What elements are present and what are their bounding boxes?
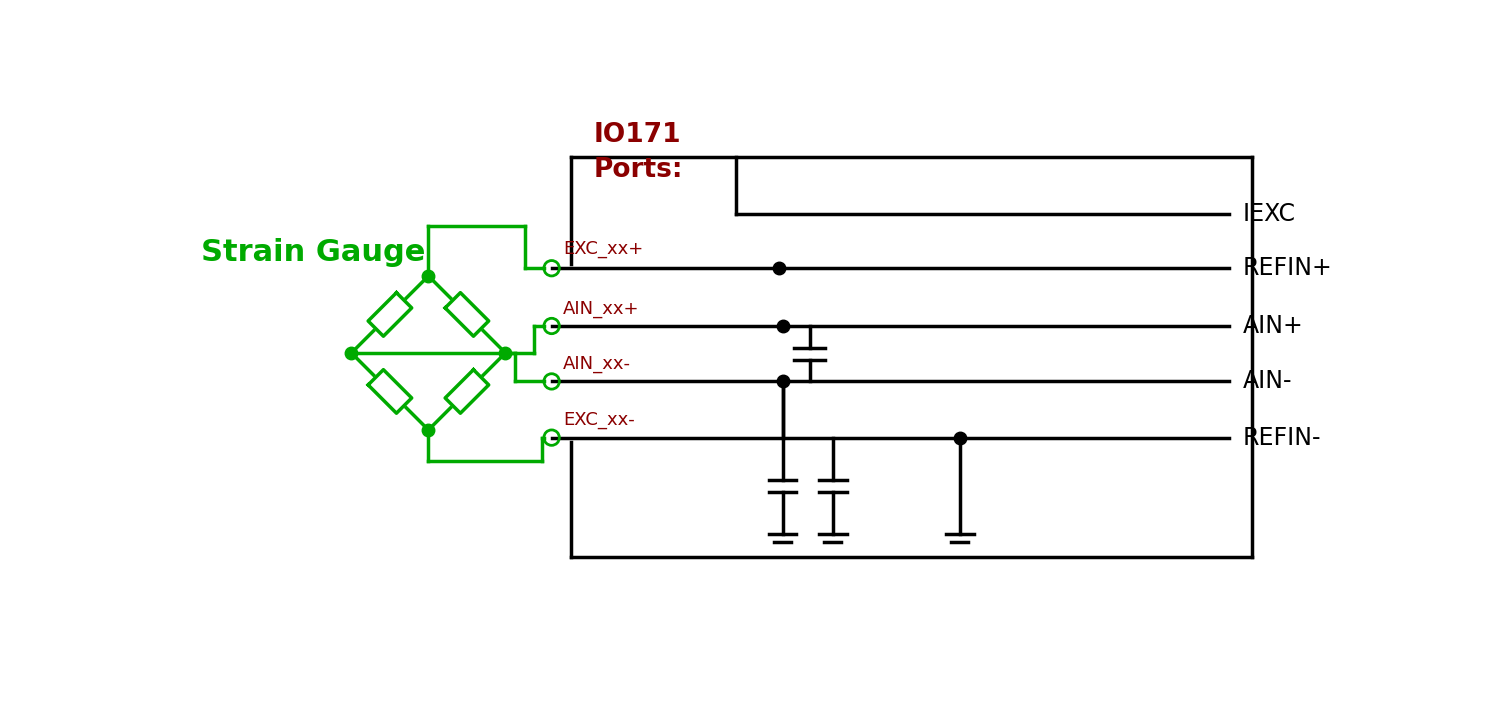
Text: AIN_xx+: AIN_xx+ — [562, 299, 640, 317]
Text: REFIN+: REFIN+ — [1242, 256, 1333, 280]
Text: EXC_xx+: EXC_xx+ — [562, 240, 643, 258]
Text: IEXC: IEXC — [1242, 203, 1296, 226]
Text: AIN_xx-: AIN_xx- — [562, 355, 631, 373]
Text: Ports:: Ports: — [594, 156, 683, 182]
Text: Strain Gauge: Strain Gauge — [201, 239, 426, 267]
Text: REFIN-: REFIN- — [1242, 425, 1321, 450]
Text: IO171: IO171 — [594, 122, 682, 148]
Text: AIN-: AIN- — [1242, 369, 1293, 394]
Text: EXC_xx-: EXC_xx- — [562, 411, 635, 429]
Text: AIN+: AIN+ — [1242, 314, 1303, 338]
